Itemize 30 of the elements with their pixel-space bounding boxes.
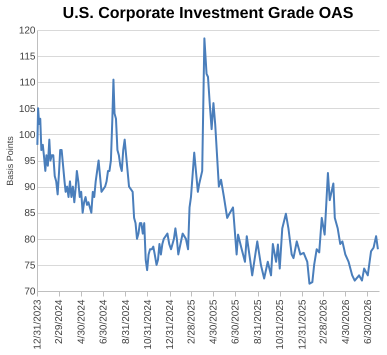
y-axis-title: Basis Points (4, 136, 15, 186)
y-tick-label: 90 (24, 182, 36, 194)
x-tick-label: 2/28/2025 (186, 299, 198, 344)
x-tick-label: 4/30/2025 (208, 299, 220, 344)
y-tick-label: 85 (24, 208, 36, 220)
x-tick-label: 4/30/2024 (76, 299, 88, 344)
y-tick-label: 70 (24, 286, 36, 298)
y-tick-label: 105 (18, 104, 36, 115)
x-tick-label: 12/31/2025 (297, 299, 308, 350)
y-tick-label: 115 (20, 52, 36, 63)
x-tick-label: 2/29/2024 (54, 299, 66, 344)
x-tick-label: 12/31/2023 (32, 299, 44, 350)
x-tick-label: 2/28/2026 (318, 299, 330, 344)
y-tick-label: 120 (18, 26, 36, 36)
x-tick-label: 10/31/2024 (143, 299, 154, 350)
chart-title: U.S. Corporate Investment Grade OAS (62, 5, 354, 22)
x-tick-label: 4/30/2026 (340, 299, 352, 344)
y-tick-label: 95 (24, 156, 36, 167)
y-tick-label: 80 (24, 234, 36, 246)
line-series (36, 37, 379, 285)
x-tick-label: 8/31/2025 (253, 299, 264, 344)
x-tick-label: 6/30/2024 (98, 299, 110, 344)
y-tick-label: 75 (24, 260, 36, 272)
x-tick-label: 6/30/2026 (362, 299, 374, 344)
x-tick-label: 6/30/2025 (230, 299, 242, 344)
y-tick-label: 100 (18, 130, 36, 141)
y-tick-label: 110 (20, 78, 36, 89)
x-tick-label: 10/31/2025 (275, 299, 286, 350)
x-tick-label: 12/31/2024 (165, 299, 176, 350)
x-tick-label: 8/31/2024 (120, 299, 132, 344)
